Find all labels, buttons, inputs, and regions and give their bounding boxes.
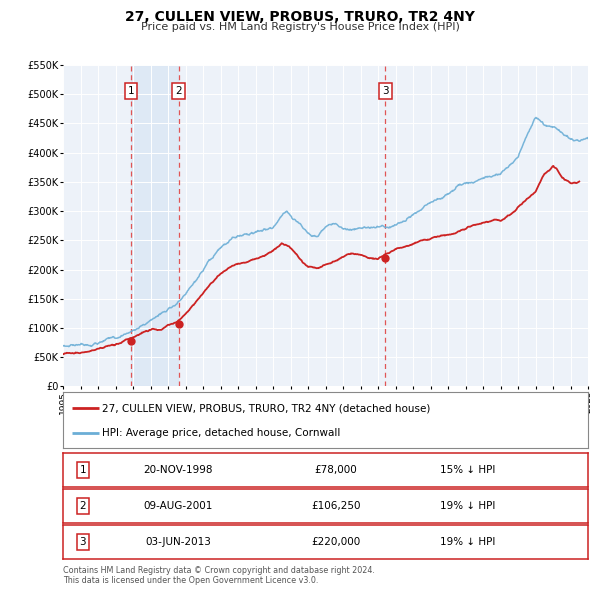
Text: 19% ↓ HPI: 19% ↓ HPI <box>440 501 495 511</box>
Text: 2: 2 <box>175 86 182 96</box>
Text: HPI: Average price, detached house, Cornwall: HPI: Average price, detached house, Corn… <box>103 428 341 438</box>
Text: 20-NOV-1998: 20-NOV-1998 <box>144 465 213 475</box>
Text: 27, CULLEN VIEW, PROBUS, TRURO, TR2 4NY: 27, CULLEN VIEW, PROBUS, TRURO, TR2 4NY <box>125 10 475 24</box>
Text: Price paid vs. HM Land Registry's House Price Index (HPI): Price paid vs. HM Land Registry's House … <box>140 22 460 32</box>
Text: Contains HM Land Registry data © Crown copyright and database right 2024.
This d: Contains HM Land Registry data © Crown c… <box>63 566 375 585</box>
Text: 27, CULLEN VIEW, PROBUS, TRURO, TR2 4NY (detached house): 27, CULLEN VIEW, PROBUS, TRURO, TR2 4NY … <box>103 403 431 413</box>
Text: 19% ↓ HPI: 19% ↓ HPI <box>440 537 495 547</box>
Text: £106,250: £106,250 <box>311 501 361 511</box>
Bar <box>131 65 178 386</box>
Text: 3: 3 <box>382 86 389 96</box>
Text: 2: 2 <box>80 501 86 511</box>
Text: £78,000: £78,000 <box>314 465 358 475</box>
Text: 1: 1 <box>80 465 86 475</box>
Text: 3: 3 <box>80 537 86 547</box>
Text: 1: 1 <box>128 86 134 96</box>
Text: 15% ↓ HPI: 15% ↓ HPI <box>440 465 495 475</box>
Text: 09-AUG-2001: 09-AUG-2001 <box>144 501 213 511</box>
Text: £220,000: £220,000 <box>311 537 361 547</box>
Text: 03-JUN-2013: 03-JUN-2013 <box>146 537 211 547</box>
